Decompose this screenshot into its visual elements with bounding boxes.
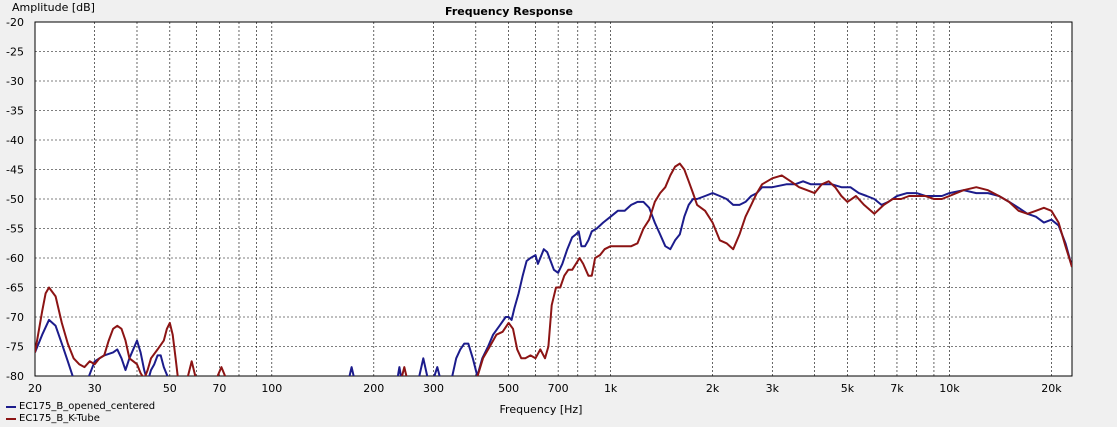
chart-title: Frequency Response: [445, 5, 573, 18]
x-tick-label: 70: [212, 382, 226, 395]
x-tick-label: 100: [261, 382, 282, 395]
legend: EC175_B_opened_centered EC175_B_K-Tube: [6, 401, 155, 425]
y-tick-label: -30: [6, 75, 24, 88]
tick-labels: -20 -25 -30 -35 -40 -45 -50 -55 -60 -65 -70 -75 -80 2…: [6, 16, 1062, 395]
y-tick-label: -40: [6, 134, 24, 147]
x-tick-label: 700: [548, 382, 569, 395]
y-axis-label: Amplitude [dB]: [12, 1, 95, 14]
y-tick-label: -25: [6, 46, 24, 59]
y-tick-label: -80: [6, 370, 24, 383]
legend-label: EC175_B_opened_centered: [19, 401, 156, 412]
x-tick-label: 200: [363, 382, 384, 395]
x-tick-label: 20k: [1041, 382, 1062, 395]
x-tick-label: 20: [28, 382, 42, 395]
x-tick-label: 1k: [604, 382, 618, 395]
x-tick-label: 7k: [890, 382, 904, 395]
y-tick-label: -50: [6, 193, 24, 206]
x-tick-label: 500: [498, 382, 519, 395]
x-tick-label: 300: [423, 382, 444, 395]
y-tick-label: -65: [6, 282, 24, 295]
x-axis-label: Frequency [Hz]: [500, 403, 583, 416]
y-tick-label: -35: [6, 105, 24, 118]
y-tick-label: -60: [6, 252, 24, 265]
legend-swatch-red: [6, 418, 16, 420]
x-tick-label: 2k: [706, 382, 720, 395]
y-tick-label: -20: [6, 16, 24, 29]
x-tick-label: 50: [163, 382, 177, 395]
legend-item: EC175_B_opened_centered: [6, 401, 155, 413]
x-tick-label: 30: [88, 382, 102, 395]
legend-item: EC175_B_K-Tube: [6, 413, 155, 425]
y-tick-label: -55: [6, 223, 24, 236]
legend-swatch-blue: [6, 406, 16, 408]
series-line-0: [35, 180, 1072, 376]
x-tick-label: 10k: [939, 382, 960, 395]
y-tick-label: -75: [6, 341, 24, 354]
legend-label: EC175_B_K-Tube: [19, 413, 100, 424]
series-line-1: [35, 162, 1072, 376]
y-tick-label: -70: [6, 311, 24, 324]
series-layer: [35, 162, 1072, 376]
x-tick-label: 5k: [841, 382, 855, 395]
x-tick-label: 3k: [766, 382, 780, 395]
y-tick-label: -45: [6, 164, 24, 177]
